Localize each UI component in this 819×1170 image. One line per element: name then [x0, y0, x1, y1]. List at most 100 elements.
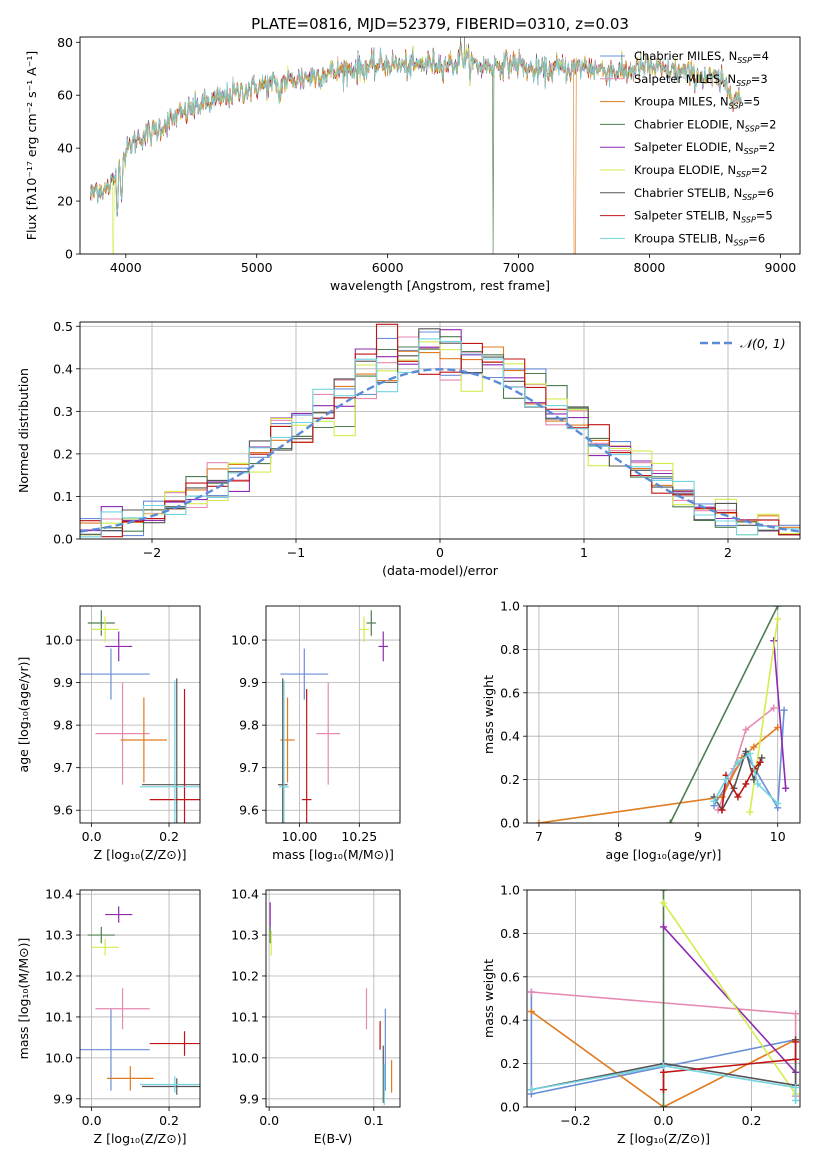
errorbar-point-salpeter_stelib: [149, 1031, 200, 1056]
y-tick-label: 0.2: [500, 1056, 520, 1071]
axes-frame: [79, 889, 201, 1108]
spectrum-line-kroupa_stelib: [90, 44, 742, 212]
y-tick-label: 9.9: [239, 675, 259, 690]
y-tick-label: 10.3: [231, 928, 259, 943]
histogram-kroupa_elodie: [80, 341, 800, 536]
x-tick-label: 7: [535, 829, 543, 844]
y-tick-label: 0.8: [500, 926, 520, 941]
x-tick-label: 0.2: [159, 829, 179, 844]
errorbar-point-kroupa_stelib: [140, 680, 200, 823]
legend-name: Kroupa STELIB, N: [634, 231, 734, 245]
y-tick-label: 0.1: [53, 489, 73, 504]
legend-tail: =5: [756, 209, 773, 223]
series-line: [662, 1041, 797, 1090]
axes-frame: [79, 321, 801, 540]
y-tick-label: 10.0: [231, 1050, 259, 1065]
y-tick-label: 9.6: [239, 803, 259, 818]
y-tick-label: 0.0: [500, 1100, 520, 1115]
series-kroupa_elodie: [660, 899, 800, 1098]
y-tick-label: 10.0: [45, 633, 73, 648]
x-tick-label: 0.2: [742, 1113, 762, 1128]
x-tick-label: 1: [580, 545, 588, 560]
legend-tail: =2: [751, 163, 768, 177]
axes-frame: [526, 889, 801, 1108]
axes-frame: [526, 605, 801, 824]
x-tick-label: 0.2: [159, 1113, 179, 1128]
errorbar-point-chabrier_miles: [80, 1008, 150, 1091]
y-tick-label: 0.2: [53, 446, 73, 461]
y-tick-label: 60: [57, 88, 73, 103]
x-tick-label: 0.0: [259, 1113, 279, 1128]
y-tick-label: 9.9: [239, 1091, 259, 1106]
y-tick-label: 9.6: [53, 803, 73, 818]
plot-area-weight_vs_Z: [527, 890, 800, 1107]
errorbar-point-kroupa_miles: [120, 697, 168, 783]
legend-tail: =6: [748, 231, 765, 245]
x-tick-label: 0.0: [82, 1113, 102, 1128]
chart-mass_vs_Z: 0.0 0.2 9.9 10.0 10.1 10.2 10.3 10.4 Z [log₁₀(Z/…: [16, 887, 201, 1146]
legend-label: Kroupa STELIB, NSSP=6: [634, 231, 765, 247]
y-tick-label: 40: [57, 141, 73, 156]
y-tick-label: 0.6: [500, 685, 520, 700]
errorbar-point-kroupa_elodie: [359, 616, 369, 643]
legend-sub: SSP: [734, 238, 749, 247]
series-chabrier_elodie: [666, 606, 782, 823]
legend: 𝒩(0, 1): [700, 336, 786, 351]
x-axis-label: Z [log₁₀(Z/Z⊙)]: [94, 847, 187, 862]
legend-sub: SSP: [736, 79, 751, 88]
y-tick-label: 10.0: [45, 1050, 73, 1065]
legend-name: Chabrier MILES, N: [634, 49, 737, 63]
legend-label: 𝒩(0, 1): [740, 336, 786, 351]
plot-area-weight_vs_age: [535, 606, 790, 823]
y-tick-label: 1.0: [500, 883, 520, 898]
legend-label: Salpeter STELIB, NSSP=5: [634, 209, 773, 225]
errorbar-point-chabrier_miles: [280, 648, 329, 700]
legend-tail: =5: [743, 95, 760, 109]
y-tick-label: 9.7: [53, 760, 73, 775]
y-tick-label: 9.8: [239, 718, 259, 733]
legend-sub: SSP: [742, 193, 757, 202]
x-tick-label: 5000: [241, 260, 273, 275]
x-tick-label: 10.00: [282, 829, 318, 844]
y-tick-label: 0.8: [500, 642, 520, 657]
legend-sub: SSP: [745, 124, 760, 133]
y-tick-label: 0.6: [500, 969, 520, 984]
chart-age_vs_Z: 0.0 0.2 9.6 9.7 9.8 9.9 10.0 Z [log₁₀(Z/Z⊙)] age…: [16, 605, 201, 862]
y-tick-label: 0.5: [53, 319, 73, 334]
x-tick-label: −2: [143, 545, 161, 560]
series-salpeter_stelib: [660, 1038, 800, 1094]
legend-tail: =4: [752, 49, 769, 63]
plot-area-age_vs_mass: [277, 610, 389, 823]
x-tick-label: 8: [615, 829, 623, 844]
legend-name: Chabrier STELIB, N: [634, 186, 742, 200]
y-tick-label: 9.9: [53, 675, 73, 690]
errorbar-point-salpeter_miles: [95, 988, 150, 1030]
legend-label: Kroupa MILES, NSSP=5: [634, 95, 760, 111]
errorbar-point-salpeter_elodie: [105, 906, 133, 923]
x-tick-label: 10: [770, 829, 786, 844]
errorbar-point-kroupa_elodie: [91, 939, 119, 956]
figure-title: PLATE=0816, MJD=52379, FIBERID=0310, z=0…: [251, 15, 629, 33]
x-tick-label: 0: [436, 545, 444, 560]
legend-sub: SSP: [736, 170, 751, 179]
x-tick-label: 2: [724, 545, 732, 560]
series-kroupa_stelib: [710, 750, 782, 807]
y-axis-label: Flux [fλ10⁻¹⁷ erg cm⁻² s⁻¹ A⁻¹]: [24, 51, 39, 240]
y-tick-label: 10.2: [45, 968, 73, 983]
y-tick-label: 0.4: [500, 729, 520, 744]
x-axis-label: (data-model)/error: [382, 563, 499, 578]
x-axis-label: mass [log₁₀(M/M⊙)]: [272, 847, 394, 862]
legend-sub: SSP: [729, 102, 744, 111]
axes-frame: [79, 36, 801, 255]
legend-name: Salpeter STELIB, N: [634, 209, 741, 223]
x-tick-label: 9: [694, 829, 702, 844]
legend-sub: SSP: [737, 56, 752, 65]
legend-label: Kroupa ELODIE, NSSP=2: [634, 163, 768, 179]
errorbar-point-chabrier_stelib: [141, 1078, 200, 1095]
errorbar-point-kroupa_stelib: [140, 1076, 200, 1093]
y-axis-label: age [log₁₀(age/yr)]: [16, 657, 31, 773]
x-tick-label: 4000: [110, 260, 142, 275]
histogram-kroupa_stelib: [80, 338, 800, 538]
series-line: [772, 640, 787, 789]
